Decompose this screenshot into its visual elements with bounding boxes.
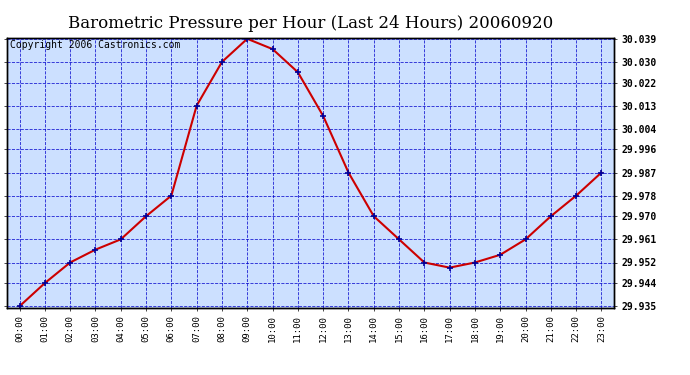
Text: Barometric Pressure per Hour (Last 24 Hours) 20060920: Barometric Pressure per Hour (Last 24 Ho…: [68, 15, 553, 32]
Text: Copyright 2006 Castronics.com: Copyright 2006 Castronics.com: [10, 40, 180, 50]
